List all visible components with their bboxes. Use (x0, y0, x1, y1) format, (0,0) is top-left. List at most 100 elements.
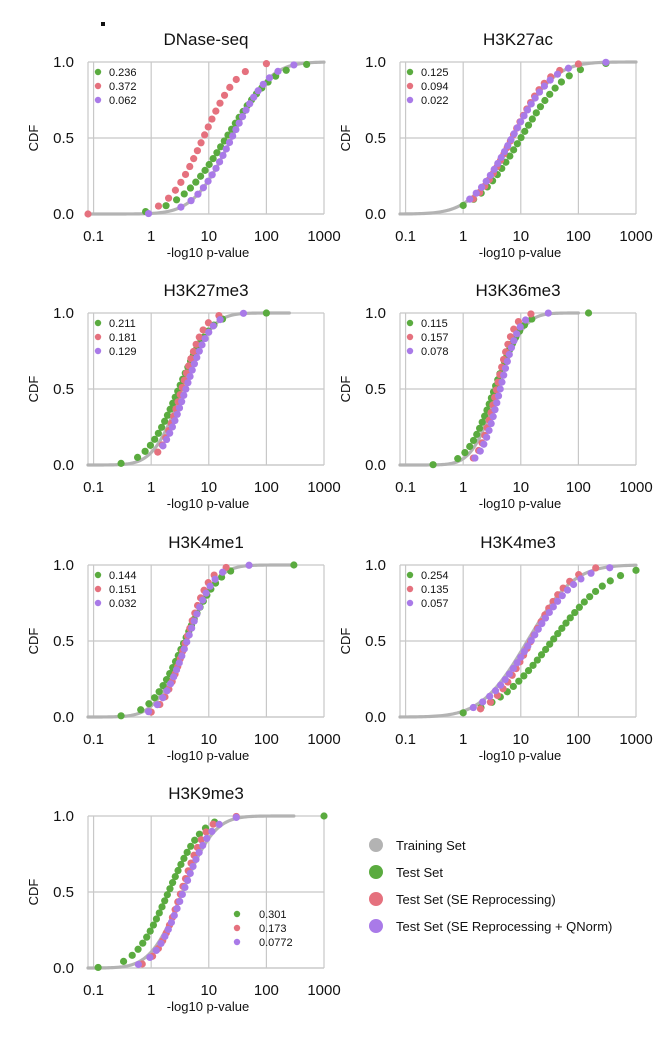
se-stat-marker (94, 333, 102, 341)
test-point (163, 891, 171, 899)
qn-point (196, 603, 204, 611)
se-stat-value: 0.372 (109, 81, 137, 93)
y-axis-label: CDF (26, 376, 41, 403)
test-point (143, 933, 151, 941)
se-point (476, 705, 485, 713)
test-point (117, 712, 125, 720)
x-tick-label: 10 (512, 731, 529, 748)
x-tick-label: 100 (254, 479, 279, 496)
y-tick-label: 0.0 (365, 457, 386, 474)
y-tick-label: 1.0 (53, 305, 74, 322)
test-legend-label: Test Set (396, 865, 443, 880)
test-stat-marker (94, 571, 102, 579)
qn-point (153, 701, 161, 709)
test-point (155, 688, 163, 696)
y-tick-label: 1.0 (53, 808, 74, 825)
qn-point (177, 203, 185, 211)
y-tick-label: 0.0 (53, 206, 74, 223)
test-point (469, 436, 478, 445)
y-tick-label: 1.0 (53, 557, 74, 574)
qn-stat-marker (233, 938, 241, 946)
qn-point (229, 132, 237, 140)
se-point (208, 115, 216, 123)
qn-point (274, 67, 282, 75)
training-legend-label: Training Set (396, 838, 466, 853)
test-point (532, 109, 540, 117)
test-stat-value: 0.236 (109, 67, 137, 79)
test-point (476, 424, 484, 432)
qn-point (498, 378, 506, 386)
panel-title: DNase-seq (163, 30, 248, 49)
x-tick-label: 100 (254, 731, 279, 748)
test-point (546, 90, 554, 98)
se-point (574, 60, 583, 68)
qn-point (194, 190, 202, 198)
x-tick-label: 10 (200, 228, 217, 245)
test-point (598, 582, 606, 590)
cdf-panel: 0.1 1 10 100 1000 0.0 0.5 1.0 -log10 p-value CDF H… (338, 533, 653, 763)
qn-point (553, 70, 562, 78)
qn-point (486, 692, 494, 700)
qn-point (491, 406, 499, 414)
test-point (473, 430, 481, 438)
test-point (154, 429, 162, 437)
qn-point (531, 631, 539, 639)
test-legend-marker (369, 865, 383, 879)
qn-point (195, 848, 203, 857)
qn-point (211, 575, 219, 583)
test-point (520, 672, 528, 680)
qn-point (505, 350, 513, 359)
x-tick-label: 10 (200, 731, 217, 748)
se-stat-value: 0.157 (421, 332, 449, 344)
test-point (303, 60, 311, 69)
qn-point (188, 366, 196, 374)
panel-title: H3K27ac (483, 30, 553, 49)
cdf-panel: 0.1 1 10 100 1000 0.0 0.5 1.0 -log10 p-value CDF D… (26, 30, 341, 260)
qn-point (144, 708, 153, 716)
panel-title: H3K4me3 (480, 533, 556, 552)
test-point (576, 66, 585, 74)
test-point (205, 160, 213, 169)
qn-point (480, 440, 488, 448)
qn-point (204, 177, 212, 185)
qn-point (238, 113, 247, 121)
x-tick-label: 1 (459, 228, 467, 245)
test-point (537, 651, 546, 659)
se-point (241, 67, 249, 76)
test-stat-marker (94, 68, 102, 76)
se-stat-marker (406, 585, 414, 593)
se-point (171, 186, 180, 194)
y-tick-label: 0.5 (53, 130, 74, 147)
test-point (213, 149, 221, 157)
qn-point (159, 442, 167, 450)
x-tick-label: 10 (200, 479, 217, 496)
se-stat-marker (406, 82, 414, 90)
x-tick-label: 100 (566, 731, 591, 748)
test-stat-value: 0.125 (421, 67, 449, 79)
qn-stat-marker (406, 599, 414, 607)
qn-point (193, 353, 201, 362)
se-point (486, 698, 495, 706)
se-stat-value: 0.181 (109, 332, 137, 344)
y-tick-label: 0.0 (365, 206, 386, 223)
qn-point (152, 946, 160, 955)
test-stat-marker (406, 68, 414, 76)
qn-point (516, 323, 524, 331)
qn-point (490, 165, 498, 173)
panel-title: H3K27me3 (163, 281, 248, 300)
x-axis-label: -log10 p-value (479, 245, 561, 260)
panel-title: H3K4me1 (168, 533, 244, 552)
qn-point (477, 183, 486, 191)
qn-point (563, 586, 572, 594)
x-axis-label: -log10 p-value (167, 245, 249, 260)
qn-point (190, 360, 199, 368)
y-axis-label: CDF (338, 376, 353, 403)
test-point (510, 146, 518, 154)
qn-point (186, 372, 194, 381)
se-point (209, 820, 217, 828)
qn-point (189, 862, 197, 871)
qn-point (219, 151, 227, 159)
qn-point (173, 410, 181, 418)
x-tick-label: 100 (254, 228, 279, 245)
qn-point (212, 164, 220, 172)
